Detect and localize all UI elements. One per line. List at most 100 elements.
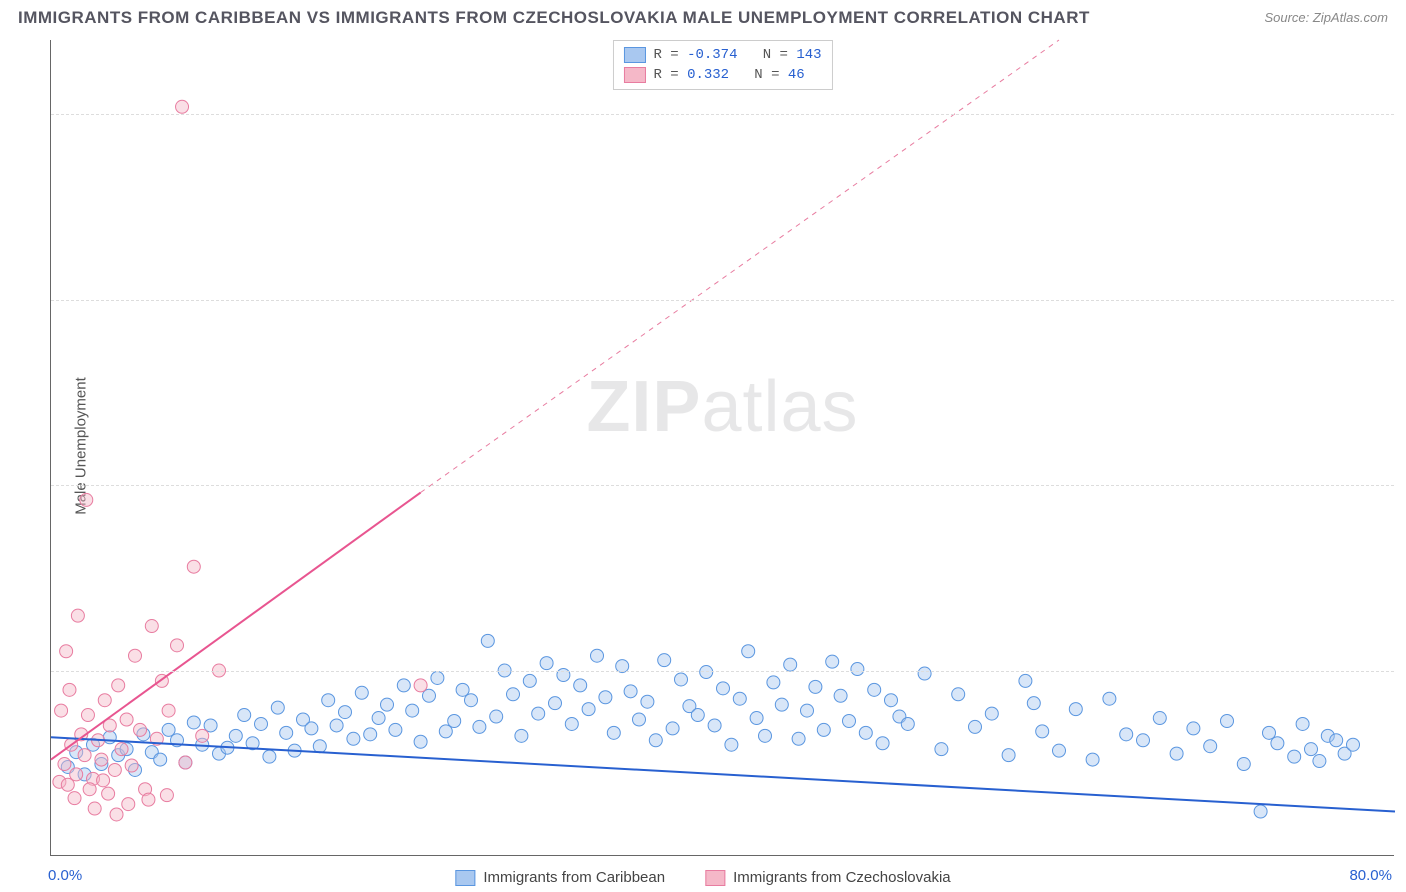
data-point	[759, 729, 772, 742]
trend-line	[51, 737, 1395, 811]
data-point	[876, 737, 889, 750]
data-point	[859, 726, 872, 739]
data-point	[801, 704, 814, 717]
data-point	[70, 768, 83, 781]
data-point	[582, 703, 595, 716]
data-point	[750, 712, 763, 725]
x-axis-min-label: 0.0%	[48, 867, 82, 884]
data-point	[448, 714, 461, 727]
data-point	[81, 709, 94, 722]
data-point	[1069, 703, 1082, 716]
data-point	[280, 726, 293, 739]
data-point	[658, 654, 671, 667]
data-point	[414, 735, 427, 748]
data-point	[129, 649, 142, 662]
data-point	[78, 749, 91, 762]
data-point	[1187, 722, 1200, 735]
data-point	[574, 679, 587, 692]
data-point	[834, 689, 847, 702]
legend-r: R = 0.332 N = 46	[653, 67, 804, 83]
data-point	[160, 789, 173, 802]
gridline	[51, 671, 1394, 672]
legend-swatch	[623, 67, 645, 83]
data-point	[633, 713, 646, 726]
data-point	[88, 802, 101, 815]
data-point	[355, 686, 368, 699]
legend-swatch	[623, 47, 645, 63]
data-point	[313, 740, 326, 753]
source-label: Source: ZipAtlas.com	[1264, 10, 1388, 25]
data-point	[565, 717, 578, 730]
data-point	[187, 716, 200, 729]
data-point	[80, 493, 93, 506]
data-point	[775, 698, 788, 711]
gridline	[51, 114, 1394, 115]
data-point	[263, 750, 276, 763]
data-point	[1237, 758, 1250, 771]
data-point	[809, 680, 822, 693]
data-point	[142, 793, 155, 806]
data-point	[700, 666, 713, 679]
data-point	[1086, 753, 1099, 766]
data-point	[481, 634, 494, 647]
data-point	[97, 774, 110, 787]
data-point	[851, 663, 864, 676]
data-point	[1053, 744, 1066, 757]
data-point	[725, 738, 738, 751]
data-point	[1170, 747, 1183, 760]
data-point	[125, 759, 138, 772]
data-point	[347, 732, 360, 745]
data-point	[63, 683, 76, 696]
data-point	[1271, 737, 1284, 750]
scatter-chart	[51, 40, 1394, 855]
plot-area: ZIPatlas R = -0.374 N = 143 R = 0.332 N …	[50, 40, 1394, 856]
data-point	[110, 808, 123, 821]
data-point	[102, 787, 115, 800]
data-point	[1002, 749, 1015, 762]
data-point	[187, 560, 200, 573]
data-point	[154, 753, 167, 766]
data-point	[868, 683, 881, 696]
data-point	[1036, 725, 1049, 738]
data-point	[1120, 728, 1133, 741]
data-point	[767, 676, 780, 689]
data-point	[624, 685, 637, 698]
data-point	[1221, 714, 1234, 727]
data-point	[1347, 738, 1360, 751]
data-point	[792, 732, 805, 745]
data-point	[985, 707, 998, 720]
legend-r: R = -0.374 N = 143	[653, 47, 821, 63]
data-point	[1305, 743, 1318, 756]
data-point	[229, 729, 242, 742]
data-point	[112, 679, 125, 692]
data-point	[71, 609, 84, 622]
data-point	[733, 692, 746, 705]
legend-row: R = -0.374 N = 143	[623, 45, 821, 65]
x-axis-max-label: 80.0%	[1349, 867, 1392, 884]
data-point	[969, 720, 982, 733]
data-point	[901, 717, 914, 730]
data-point	[1019, 674, 1032, 687]
gridline	[51, 485, 1394, 486]
data-point	[1103, 692, 1116, 705]
legend-item: Immigrants from Caribbean	[455, 869, 665, 886]
series-legend: Immigrants from CaribbeanImmigrants from…	[455, 869, 950, 886]
data-point	[389, 723, 402, 736]
data-point	[641, 695, 654, 708]
data-point	[649, 734, 662, 747]
data-point	[271, 701, 284, 714]
gridline	[51, 300, 1394, 301]
data-point	[372, 712, 385, 725]
data-point	[196, 729, 209, 742]
data-point	[708, 719, 721, 732]
data-point	[176, 100, 189, 113]
data-point	[1137, 734, 1150, 747]
data-point	[414, 679, 427, 692]
data-point	[843, 714, 856, 727]
data-point	[1254, 805, 1267, 818]
data-point	[145, 620, 158, 633]
data-point	[397, 679, 410, 692]
data-point	[591, 649, 604, 662]
chart-title: IMMIGRANTS FROM CARIBBEAN VS IMMIGRANTS …	[18, 8, 1090, 28]
data-point	[179, 756, 192, 769]
